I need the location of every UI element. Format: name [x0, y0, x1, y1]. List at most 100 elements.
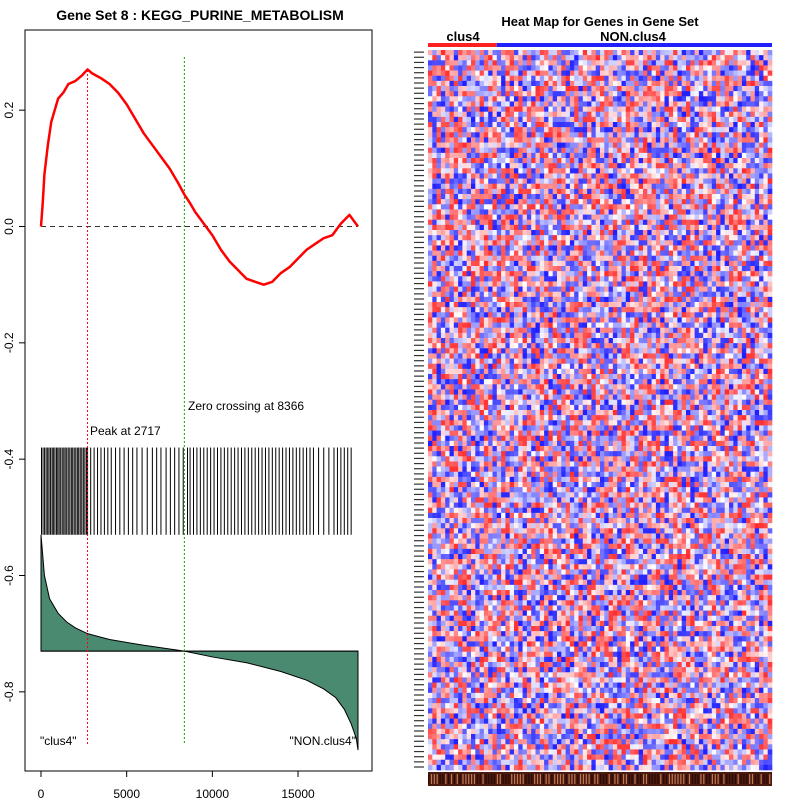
heatmap-cell: [738, 276, 743, 281]
heatmap-cell: [428, 287, 433, 292]
heatmap-cell: [720, 50, 725, 55]
heatmap-cell: [497, 220, 502, 225]
heatmap-cell: [536, 168, 541, 173]
heatmap-cell: [587, 184, 592, 189]
heatmap-cell: [703, 158, 708, 163]
heatmap-cell: [428, 112, 433, 117]
heatmap-cell: [579, 163, 584, 168]
heatmap-cell: [471, 189, 476, 194]
heatmap-cell: [450, 199, 455, 204]
heatmap-cell: [626, 266, 631, 271]
heatmap-cell: [450, 215, 455, 220]
heatmap-cell: [660, 297, 665, 302]
heatmap-cell: [733, 235, 738, 240]
heatmap-cell: [531, 60, 536, 65]
heatmap-cell: [712, 168, 717, 173]
heatmap-cell: [553, 163, 558, 168]
heatmap-cell: [643, 312, 648, 317]
heatmap-cell: [514, 348, 519, 353]
heatmap-cell: [733, 65, 738, 70]
heatmap-cell: [445, 235, 450, 240]
heatmap-cell: [441, 127, 446, 132]
heatmap-cell: [622, 127, 627, 132]
heatmap-cell: [596, 76, 601, 81]
heatmap-cell: [716, 297, 721, 302]
heatmap-cell: [617, 153, 622, 158]
heatmap-cell: [475, 338, 480, 343]
heatmap-cell: [708, 333, 713, 338]
heatmap-cell: [695, 163, 700, 168]
heatmap-cell: [579, 50, 584, 55]
heatmap-cell: [708, 276, 713, 281]
heatmap-cell: [600, 343, 605, 348]
heatmap-cell: [480, 189, 485, 194]
heatmap-cell: [708, 158, 713, 163]
heatmap-cell: [716, 179, 721, 184]
heatmap-cell: [729, 91, 734, 96]
heatmap-cell: [669, 158, 674, 163]
heatmap-cell: [703, 348, 708, 353]
heatmap-cell: [527, 261, 532, 266]
heatmap-cell: [759, 302, 764, 307]
heatmap-cell: [677, 173, 682, 178]
heatmap-cell: [480, 112, 485, 117]
heatmap-cell: [617, 287, 622, 292]
heatmap-cell: [604, 204, 609, 209]
heatmap-cell: [613, 353, 618, 358]
heatmap-cell: [673, 76, 678, 81]
heatmap-cell: [570, 276, 575, 281]
heatmap-cell: [454, 137, 459, 142]
heatmap-cell: [587, 148, 592, 153]
heatmap-cell: [583, 343, 588, 348]
heatmap-cell: [596, 256, 601, 261]
heatmap-cell: [540, 245, 545, 250]
heatmap-cell: [613, 307, 618, 312]
heatmap-cell: [561, 225, 566, 230]
heatmap-cell: [471, 168, 476, 173]
heatmap-cell: [566, 317, 571, 322]
heatmap-cell: [626, 199, 631, 204]
heatmap-cell: [462, 158, 467, 163]
heatmap-cell: [505, 204, 510, 209]
heatmap-cell: [763, 60, 768, 65]
heatmap-cell: [505, 215, 510, 220]
heatmap-cell: [531, 148, 536, 153]
heatmap-cell: [626, 287, 631, 292]
heatmap-cell: [763, 86, 768, 91]
heatmap-cell: [751, 271, 756, 276]
heatmap-cell: [677, 132, 682, 137]
heatmap-cell: [514, 65, 519, 70]
heatmap-cell: [505, 117, 510, 122]
heatmap-cell: [553, 60, 558, 65]
heatmap-cell: [596, 86, 601, 91]
heatmap-cell: [450, 343, 455, 348]
heatmap-cell: [570, 215, 575, 220]
heatmap-cell: [673, 323, 678, 328]
heatmap-cell: [497, 189, 502, 194]
heatmap-cell: [742, 199, 747, 204]
heatmap-cell: [579, 81, 584, 86]
heatmap-cell: [566, 307, 571, 312]
heatmap-cell: [609, 323, 614, 328]
heatmap-cell: [432, 65, 437, 70]
heatmap-cell: [566, 328, 571, 333]
heatmap-cell: [548, 287, 553, 292]
heatmap-cell: [634, 348, 639, 353]
heatmap-cell: [480, 163, 485, 168]
gene-row-label: [414, 93, 424, 94]
heatmap-cell: [518, 287, 523, 292]
heatmap-cell: [467, 199, 472, 204]
heatmap-cell: [428, 276, 433, 281]
heatmap-cell: [742, 112, 747, 117]
heatmap-cell: [432, 127, 437, 132]
heatmap-cell: [454, 55, 459, 60]
heatmap-cell: [647, 343, 652, 348]
heatmap-cell: [703, 292, 708, 297]
heatmap-cell: [768, 189, 773, 194]
heatmap-cell: [746, 312, 751, 317]
heatmap-cell: [682, 204, 687, 209]
heatmap-cell: [540, 240, 545, 245]
heatmap-cell: [742, 65, 747, 70]
heatmap-cell: [682, 302, 687, 307]
heatmap-cell: [639, 86, 644, 91]
